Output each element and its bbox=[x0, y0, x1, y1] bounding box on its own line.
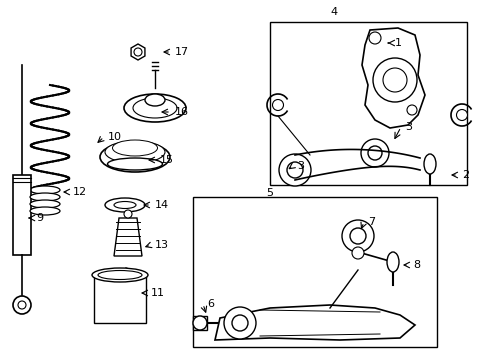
Text: 15: 15 bbox=[160, 155, 174, 165]
Ellipse shape bbox=[105, 141, 164, 163]
Text: 7: 7 bbox=[367, 217, 374, 227]
Circle shape bbox=[382, 68, 406, 92]
Text: 2: 2 bbox=[461, 170, 468, 180]
Bar bbox=[269, 22, 466, 185]
Ellipse shape bbox=[105, 198, 145, 212]
Circle shape bbox=[372, 58, 416, 102]
Ellipse shape bbox=[423, 154, 435, 174]
Circle shape bbox=[18, 301, 26, 309]
Circle shape bbox=[231, 315, 247, 331]
Text: 13: 13 bbox=[155, 240, 169, 250]
Text: 3: 3 bbox=[296, 161, 304, 171]
Text: 14: 14 bbox=[155, 200, 169, 210]
Circle shape bbox=[341, 220, 373, 252]
Circle shape bbox=[272, 99, 283, 111]
Circle shape bbox=[367, 146, 381, 160]
Text: 8: 8 bbox=[412, 260, 419, 270]
Bar bbox=[193, 316, 206, 330]
Ellipse shape bbox=[30, 186, 60, 194]
Ellipse shape bbox=[145, 94, 164, 106]
Text: 10: 10 bbox=[108, 132, 122, 142]
Text: 5: 5 bbox=[265, 188, 272, 198]
Text: 12: 12 bbox=[73, 187, 87, 197]
Circle shape bbox=[349, 228, 365, 244]
Circle shape bbox=[368, 32, 380, 44]
Circle shape bbox=[224, 307, 256, 339]
Circle shape bbox=[134, 48, 142, 56]
Ellipse shape bbox=[30, 193, 60, 201]
Ellipse shape bbox=[30, 200, 60, 208]
Circle shape bbox=[351, 247, 363, 259]
Text: 16: 16 bbox=[175, 107, 189, 117]
Text: 17: 17 bbox=[175, 47, 189, 57]
Circle shape bbox=[406, 105, 416, 115]
Bar bbox=[94, 275, 146, 323]
Circle shape bbox=[456, 109, 467, 121]
Ellipse shape bbox=[98, 270, 142, 279]
Circle shape bbox=[360, 139, 388, 167]
Polygon shape bbox=[114, 218, 142, 256]
Circle shape bbox=[286, 162, 303, 178]
Text: 1: 1 bbox=[394, 38, 401, 48]
Circle shape bbox=[13, 296, 31, 314]
Circle shape bbox=[193, 316, 206, 330]
Bar bbox=[193, 197, 436, 347]
Text: 9: 9 bbox=[36, 213, 43, 223]
Ellipse shape bbox=[92, 268, 148, 282]
Ellipse shape bbox=[114, 202, 136, 208]
Ellipse shape bbox=[112, 140, 157, 156]
Circle shape bbox=[279, 154, 310, 186]
Ellipse shape bbox=[124, 94, 185, 122]
Bar bbox=[13, 175, 31, 255]
Ellipse shape bbox=[30, 207, 60, 215]
Ellipse shape bbox=[133, 98, 177, 118]
Ellipse shape bbox=[386, 252, 398, 272]
Text: 11: 11 bbox=[151, 288, 164, 298]
Text: 4: 4 bbox=[329, 7, 336, 17]
Text: 3: 3 bbox=[404, 122, 411, 132]
Ellipse shape bbox=[107, 158, 162, 170]
Text: 6: 6 bbox=[206, 299, 214, 309]
Polygon shape bbox=[131, 44, 144, 60]
Ellipse shape bbox=[100, 142, 170, 172]
Circle shape bbox=[124, 210, 132, 218]
Polygon shape bbox=[361, 28, 424, 128]
Polygon shape bbox=[215, 305, 414, 340]
